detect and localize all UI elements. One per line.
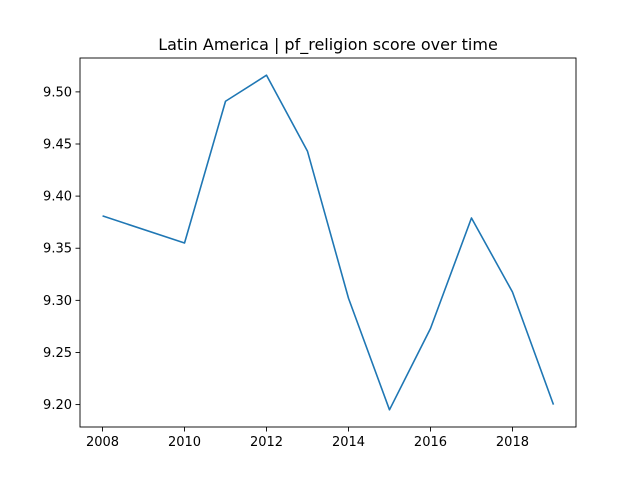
y-tick-label: 9.25 — [43, 346, 72, 361]
axes-frame — [79, 57, 577, 428]
x-tick-label: 2018 — [496, 435, 529, 450]
y-tick-label: 9.50 — [43, 85, 72, 100]
y-tick-label: 9.35 — [43, 242, 72, 257]
x-tick-label: 2016 — [414, 435, 447, 450]
y-tick-label: 9.45 — [43, 137, 72, 152]
x-tick-label: 2014 — [332, 435, 365, 450]
x-tick-label: 2008 — [86, 435, 119, 450]
y-tick-label: 9.30 — [43, 294, 72, 309]
y-tick-label: 9.40 — [43, 190, 72, 205]
plot-area: 2008 2010 2012 2014 2016 2018 9.20 9.25 9.30 9.35… — [43, 57, 577, 450]
chart-title: Latin America | pf_religion score over t… — [158, 35, 498, 55]
x-tick-label: 2010 — [168, 435, 201, 450]
y-tick-label: 9.20 — [43, 398, 72, 413]
series-line — [102, 74, 555, 411]
x-tick-label: 2012 — [250, 435, 283, 450]
